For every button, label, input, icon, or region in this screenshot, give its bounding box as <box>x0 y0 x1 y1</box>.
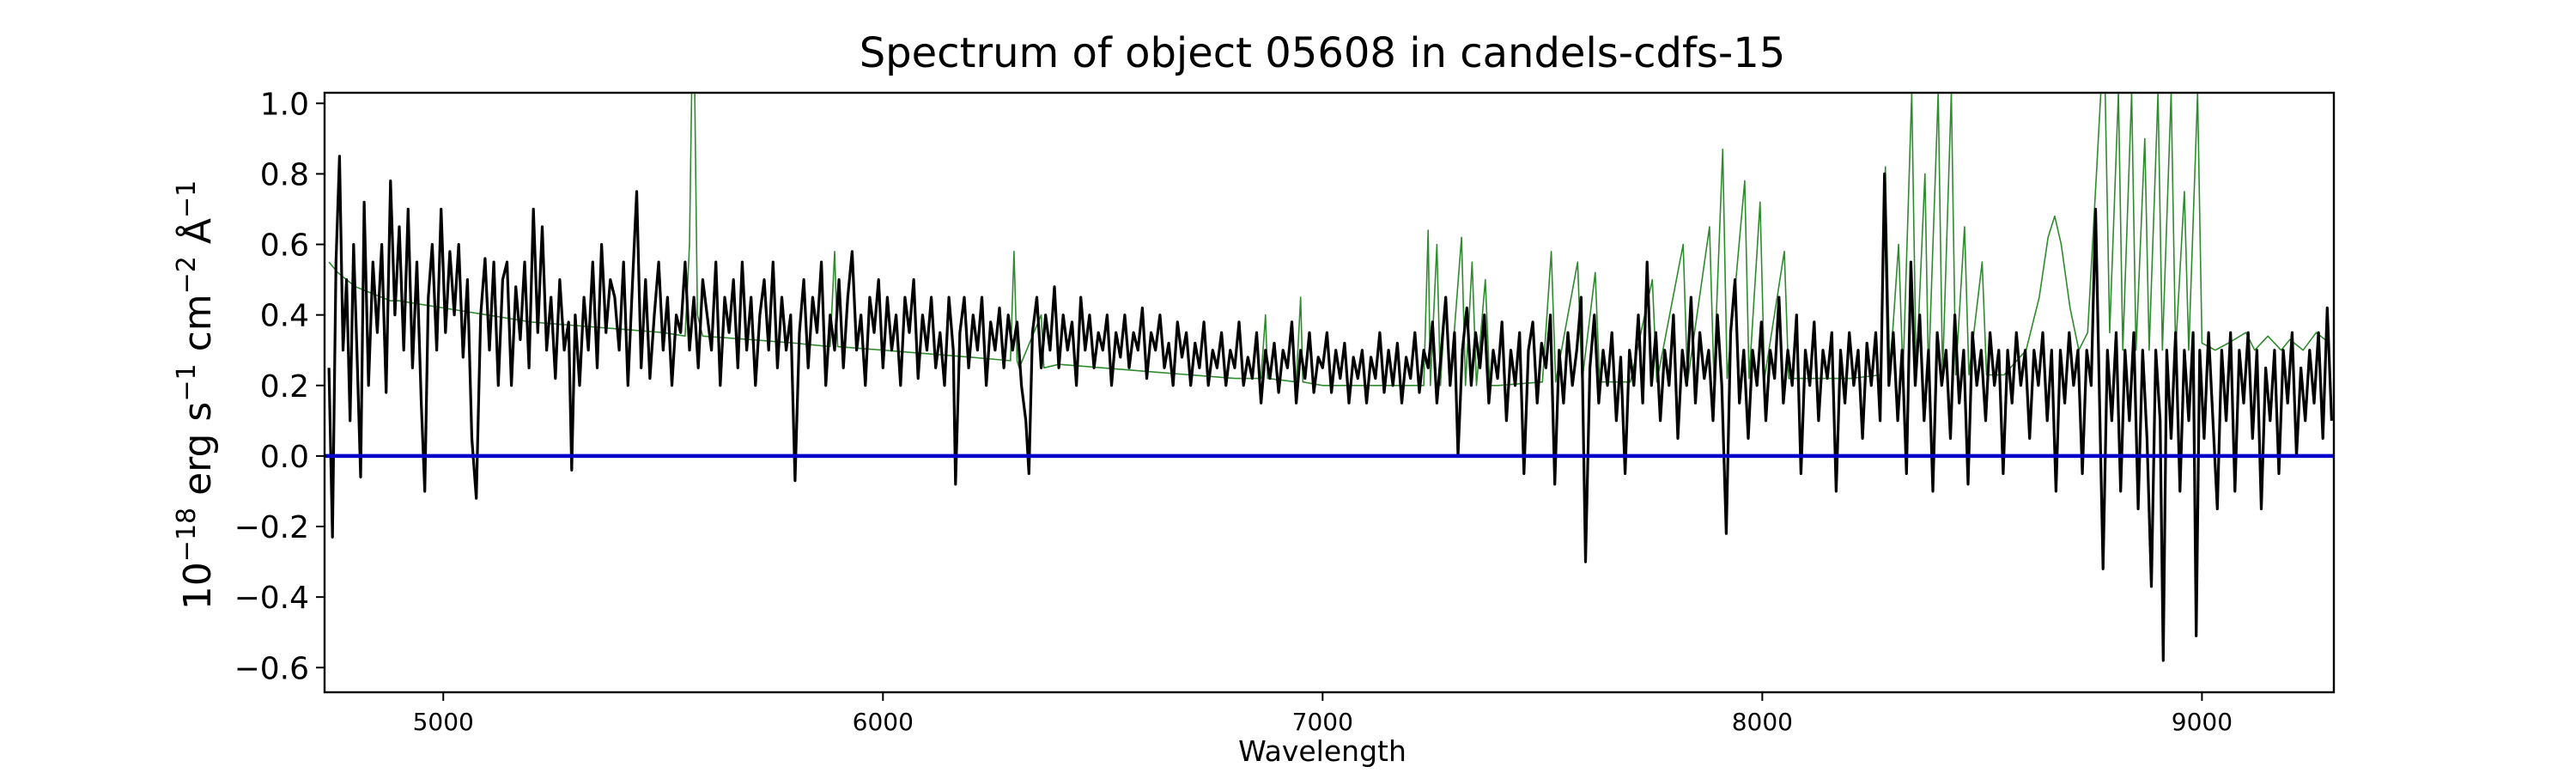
y-tick-label: −0.4 <box>234 581 309 616</box>
y-label-part: Å <box>174 218 220 256</box>
y-tick-label: 1.0 <box>260 87 309 122</box>
y-tick-label: 0.4 <box>260 299 309 334</box>
x-axis-label: Wavelength <box>1238 734 1406 768</box>
y-axis-label: 10−18 erg s−1 cm−2 Å−1 <box>172 180 220 610</box>
chart-title: Spectrum of object 05608 in candels-cdfs… <box>860 29 1786 77</box>
y-tick-label: −0.6 <box>234 651 309 686</box>
y-label-sup: −18 <box>172 508 202 562</box>
y-label-sup: −1 <box>172 363 202 401</box>
observed-flux-line <box>327 155 2333 662</box>
y-tick-label: 0.2 <box>260 369 309 405</box>
y-label-part: cm <box>176 294 220 363</box>
x-tick-label: 8000 <box>1732 708 1793 736</box>
series-layer <box>325 92 2334 662</box>
x-tick-label: 6000 <box>853 708 914 736</box>
plot-frame <box>323 91 2336 694</box>
y-axis-ticks: −0.6 −0.4 −0.2 0.0 0.2 0.4 0.6 0.8 1.0 <box>234 87 325 686</box>
y-tick-label: 0.6 <box>260 228 309 264</box>
y-tick-label: −0.2 <box>234 510 309 545</box>
y-tick-label: 0.8 <box>260 157 309 192</box>
x-tick-label: 7000 <box>1292 708 1353 736</box>
y-tick-label: 0.0 <box>260 440 309 475</box>
y-label-sup: −2 <box>172 256 202 294</box>
x-tick-label: 5000 <box>413 708 474 736</box>
x-tick-label: 9000 <box>2172 708 2233 736</box>
y-label-sup: −1 <box>172 180 202 218</box>
x-axis-ticks: 5000 6000 7000 8000 9000 <box>413 692 2233 736</box>
y-label-part: 10 <box>176 562 220 610</box>
y-label-part: erg s <box>176 402 220 508</box>
